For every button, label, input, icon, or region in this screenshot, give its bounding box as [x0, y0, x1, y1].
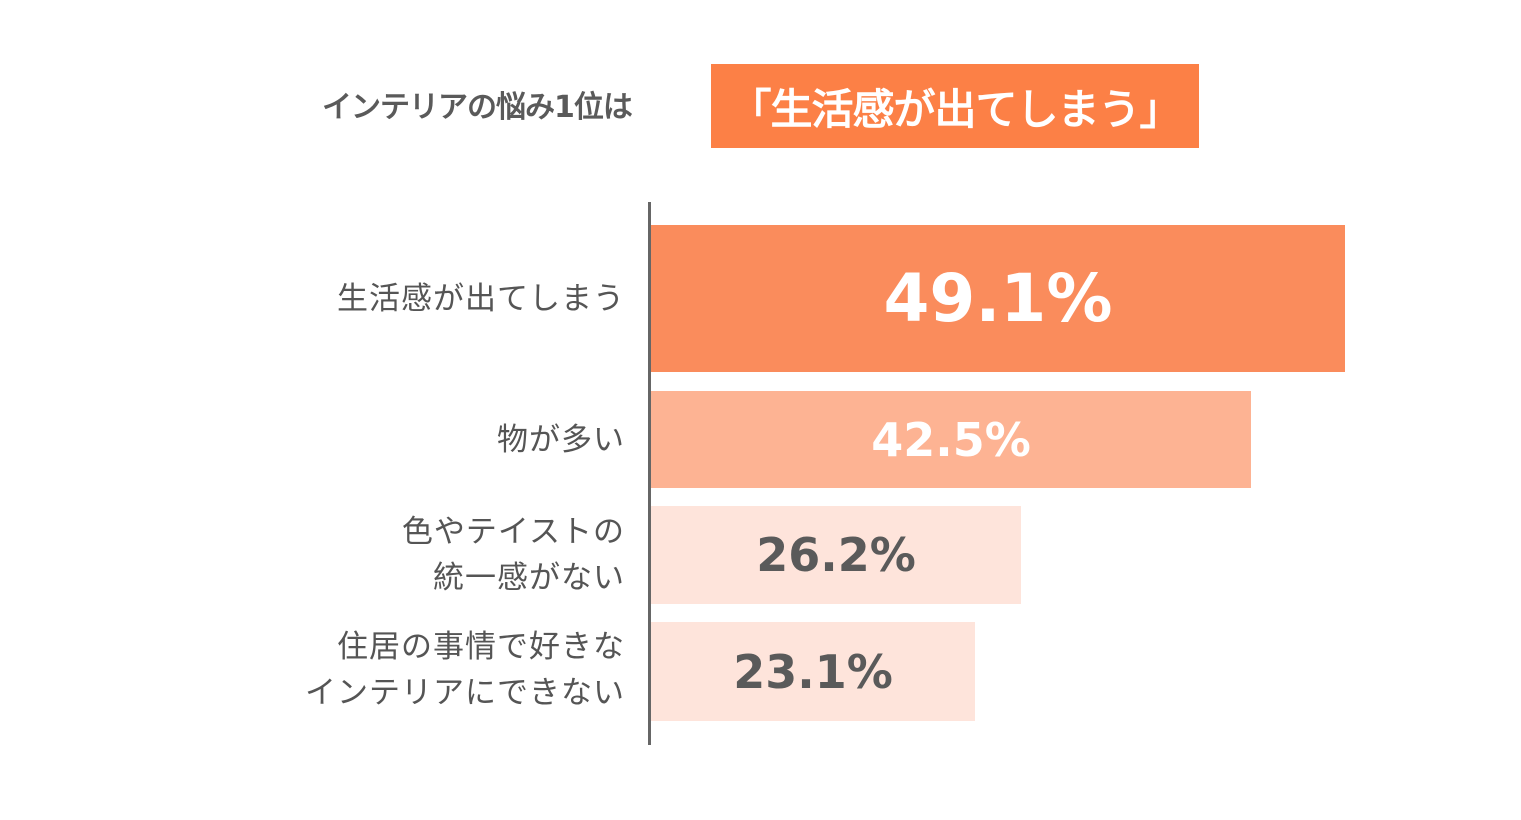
chart-title-lead: インテリアの悩み1位は	[322, 90, 633, 125]
bar-4-value: 23.1%	[733, 644, 893, 699]
chart-title-highlight: 「生活感が出てしまう」	[711, 64, 1199, 148]
bar-3: 26.2%	[651, 506, 1021, 604]
y-axis-line	[648, 202, 651, 745]
category-label-1: 生活感が出てしまう	[337, 276, 625, 322]
category-label-3: 色やテイストの 統一感がない	[402, 509, 625, 601]
category-label-2: 物が多い	[497, 417, 625, 463]
bar-1-value: 49.1%	[883, 260, 1113, 337]
bar-1: 49.1%	[651, 225, 1345, 372]
category-label-1-text: 生活感が出てしまう	[337, 281, 625, 317]
category-label-4-line2: インテリアにできない	[305, 675, 625, 711]
bar-3-value: 26.2%	[756, 528, 916, 582]
category-label-3-line2: 統一感がない	[433, 560, 625, 596]
bar-2: 42.5%	[651, 391, 1251, 488]
category-label-4-line1: 住居の事情で好きな	[337, 629, 625, 665]
category-label-4: 住居の事情で好きな インテリアにできない	[305, 624, 625, 716]
bar-4: 23.1%	[651, 622, 975, 721]
bar-2-value: 42.5%	[871, 412, 1031, 467]
category-label-3-line1: 色やテイストの	[401, 514, 625, 550]
category-label-2-text: 物が多い	[497, 422, 625, 458]
